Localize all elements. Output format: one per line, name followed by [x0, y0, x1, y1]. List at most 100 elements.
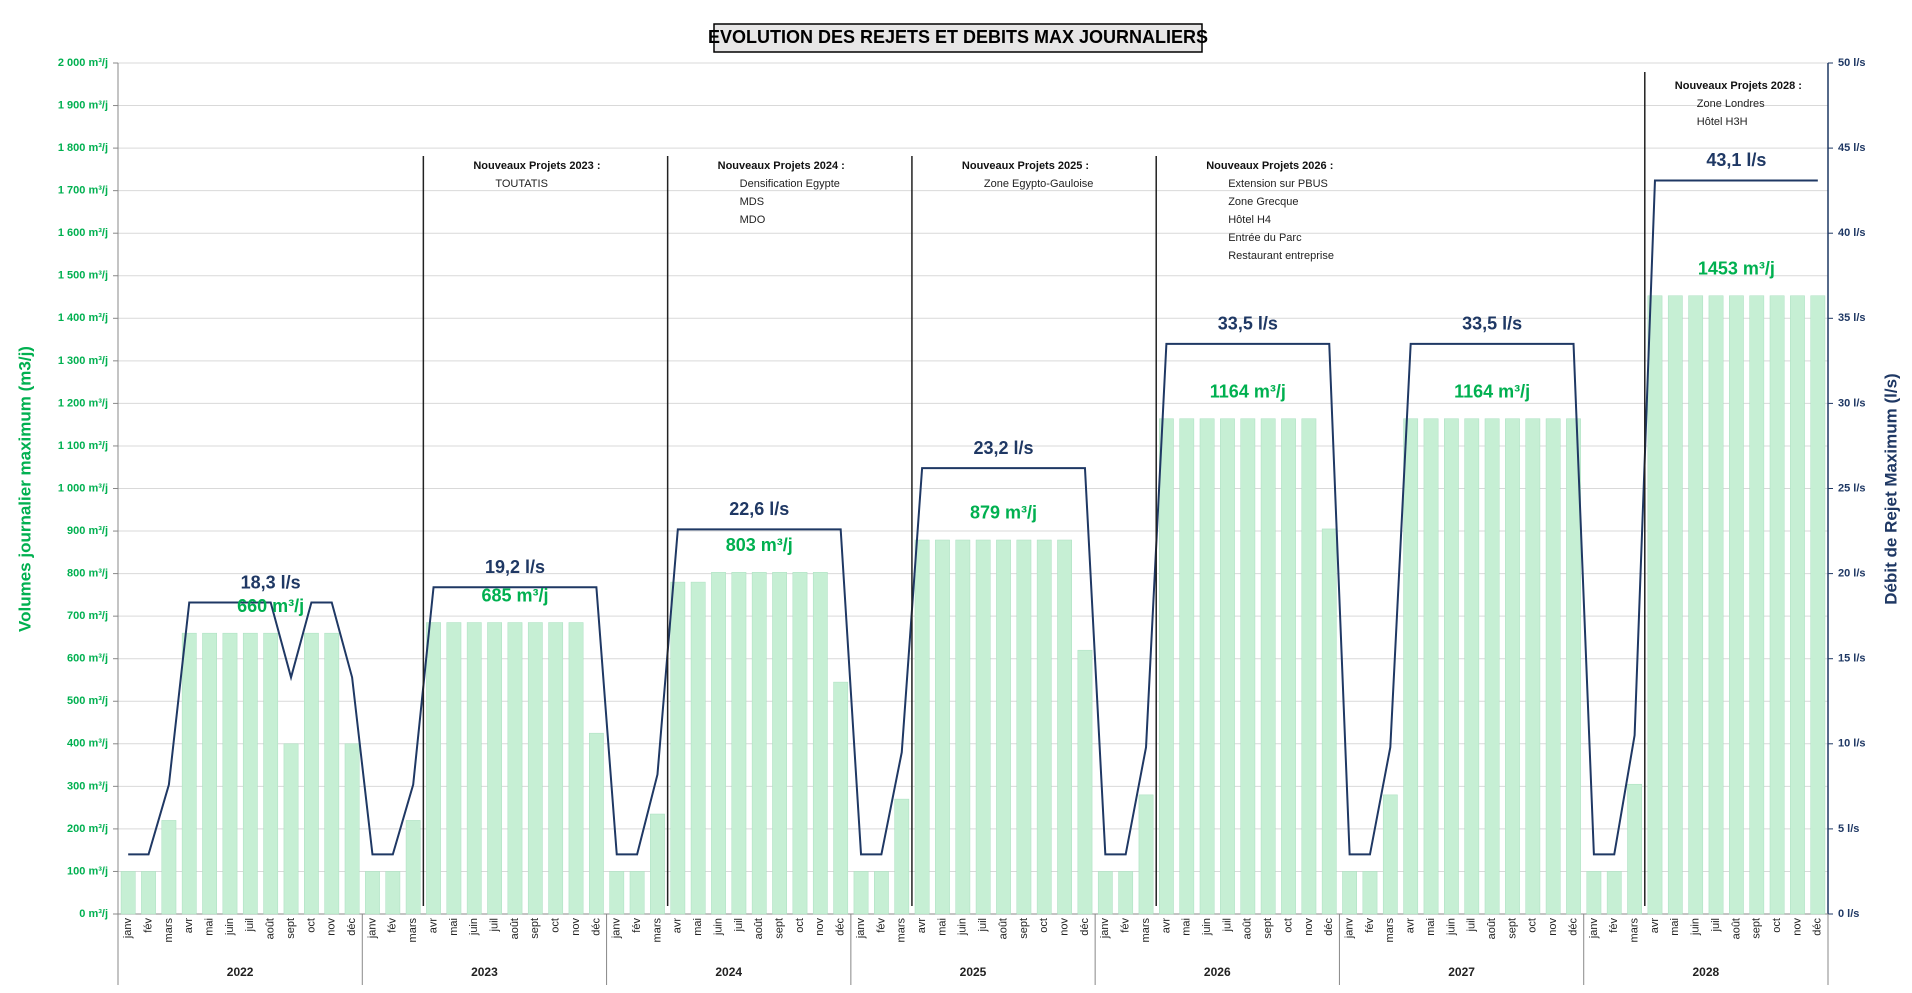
y-tick-label: 300 m³/j — [67, 780, 108, 792]
project-title: Nouveaux Projets 2028 : — [1675, 80, 1802, 92]
y-tick-label: 1 500 m³/j — [58, 270, 108, 282]
x-tick-label: août — [265, 918, 277, 939]
bar — [1484, 418, 1500, 915]
bar — [1179, 418, 1195, 915]
project-title: Nouveaux Projets 2023 : — [473, 160, 600, 172]
y2-tick-label: 25 l/s — [1838, 482, 1866, 494]
y-tick-label: 2 000 m³/j — [58, 57, 108, 69]
bar — [589, 732, 604, 915]
flow-label: 19,2 l/s — [485, 557, 545, 577]
project-item: Densification Egypte — [740, 178, 840, 190]
x-tick-label: déc — [835, 918, 847, 936]
x-tick-label: juil — [733, 918, 745, 932]
x-tick-label: avr — [916, 918, 928, 934]
bar — [405, 820, 421, 915]
bar — [1301, 418, 1317, 915]
y2-tick-label: 40 l/s — [1838, 227, 1866, 239]
x-tick-label: nov — [1791, 918, 1803, 936]
y-tick-label: 1 600 m³/j — [58, 227, 108, 239]
bar — [1260, 418, 1276, 915]
group-label: 2026 — [1204, 965, 1231, 979]
y-tick-label: 1 900 m³/j — [58, 99, 108, 111]
x-tick-label: oct — [794, 918, 806, 933]
x-tick-label: janv — [122, 918, 134, 940]
y-tick-label: 1 800 m³/j — [58, 142, 108, 154]
x-tick-label: sept — [1018, 918, 1030, 939]
flow-label: 18,3 l/s — [241, 572, 301, 592]
bar — [690, 581, 706, 915]
bar — [772, 572, 787, 915]
x-tick-label: sept — [1751, 918, 1763, 939]
y-tick-label: 600 m³/j — [67, 653, 108, 665]
flow-line — [128, 179, 1818, 856]
bar — [833, 681, 849, 915]
y-axis-title: Volumes journalier maximum (m3/j) — [15, 346, 34, 632]
bar — [792, 572, 808, 915]
bar — [1545, 418, 1561, 915]
x-tick-label: juin — [712, 918, 724, 936]
bar — [1342, 871, 1357, 915]
bar — [650, 813, 665, 915]
y-tick-label: 1 700 m³/j — [58, 185, 108, 197]
x-tick-label: août — [1242, 918, 1254, 939]
x-tick-label: juin — [1445, 918, 1457, 936]
x-tick-label: août — [1486, 918, 1498, 939]
bar — [1647, 295, 1663, 915]
bar — [263, 632, 279, 915]
group-label: 2028 — [1693, 965, 1720, 979]
x-tick-label: juil — [1710, 918, 1722, 932]
bar — [487, 622, 502, 915]
project-title: Nouveaux Projets 2025 : — [962, 160, 1089, 172]
bar — [1566, 418, 1581, 915]
bar — [527, 622, 543, 915]
bar — [283, 743, 299, 915]
x-tick-label: janv — [855, 918, 867, 940]
y2-tick-label: 50 l/s — [1838, 57, 1866, 69]
x-tick-label: nov — [1059, 918, 1071, 936]
project-item: Hôtel H4 — [1228, 214, 1271, 226]
x-tick-label: nov — [814, 918, 826, 936]
group-label: 2022 — [227, 965, 254, 979]
x-tick-label: janv — [366, 918, 378, 940]
volume-label: 685 m³/j — [481, 585, 548, 605]
y-tick-label: 400 m³/j — [67, 738, 108, 750]
x-tick-label: déc — [1079, 918, 1091, 936]
bar — [1118, 871, 1134, 915]
bar — [812, 572, 828, 915]
flow-label: 22,6 l/s — [729, 499, 789, 519]
x-tick-label: nov — [1547, 918, 1559, 936]
bar — [1749, 295, 1765, 915]
y-tick-label: 500 m³/j — [67, 695, 108, 707]
bar — [1464, 418, 1480, 915]
x-tick-label: juil — [244, 918, 256, 932]
x-tick-label: fév — [631, 918, 643, 933]
x-tick-label: avr — [183, 918, 195, 934]
y-tick-label: 800 m³/j — [67, 568, 108, 580]
bar — [975, 539, 991, 915]
x-tick-label: fév — [387, 918, 399, 933]
bar — [853, 871, 869, 915]
y2-tick-label: 0 l/s — [1838, 908, 1859, 920]
x-tick-label: sept — [774, 918, 786, 939]
y2-tick-label: 5 l/s — [1838, 823, 1859, 835]
bar — [1606, 871, 1622, 915]
bar — [202, 632, 217, 915]
flow-label: 43,1 l/s — [1706, 150, 1766, 170]
volume-label: 803 m³/j — [726, 535, 793, 555]
bar — [1790, 295, 1805, 915]
bar — [1220, 418, 1235, 915]
y-tick-label: 1 300 m³/j — [58, 355, 108, 367]
y-tick-label: 1 100 m³/j — [58, 440, 108, 452]
group-label: 2024 — [715, 965, 742, 979]
project-item: MDO — [740, 214, 766, 226]
x-tick-label: juin — [1201, 918, 1213, 936]
bar — [1382, 794, 1398, 915]
chart-title: EVOLUTION DES REJETS ET DEBITS MAX JOURN… — [708, 27, 1208, 47]
x-tick-label: oct — [1282, 918, 1294, 933]
x-tick-label: oct — [1527, 918, 1539, 933]
bar — [1057, 539, 1072, 915]
x-tick-label: nov — [326, 918, 338, 936]
x-tick-label: janv — [611, 918, 623, 940]
flow-label: 33,5 l/s — [1462, 314, 1522, 334]
bar — [1281, 418, 1296, 915]
